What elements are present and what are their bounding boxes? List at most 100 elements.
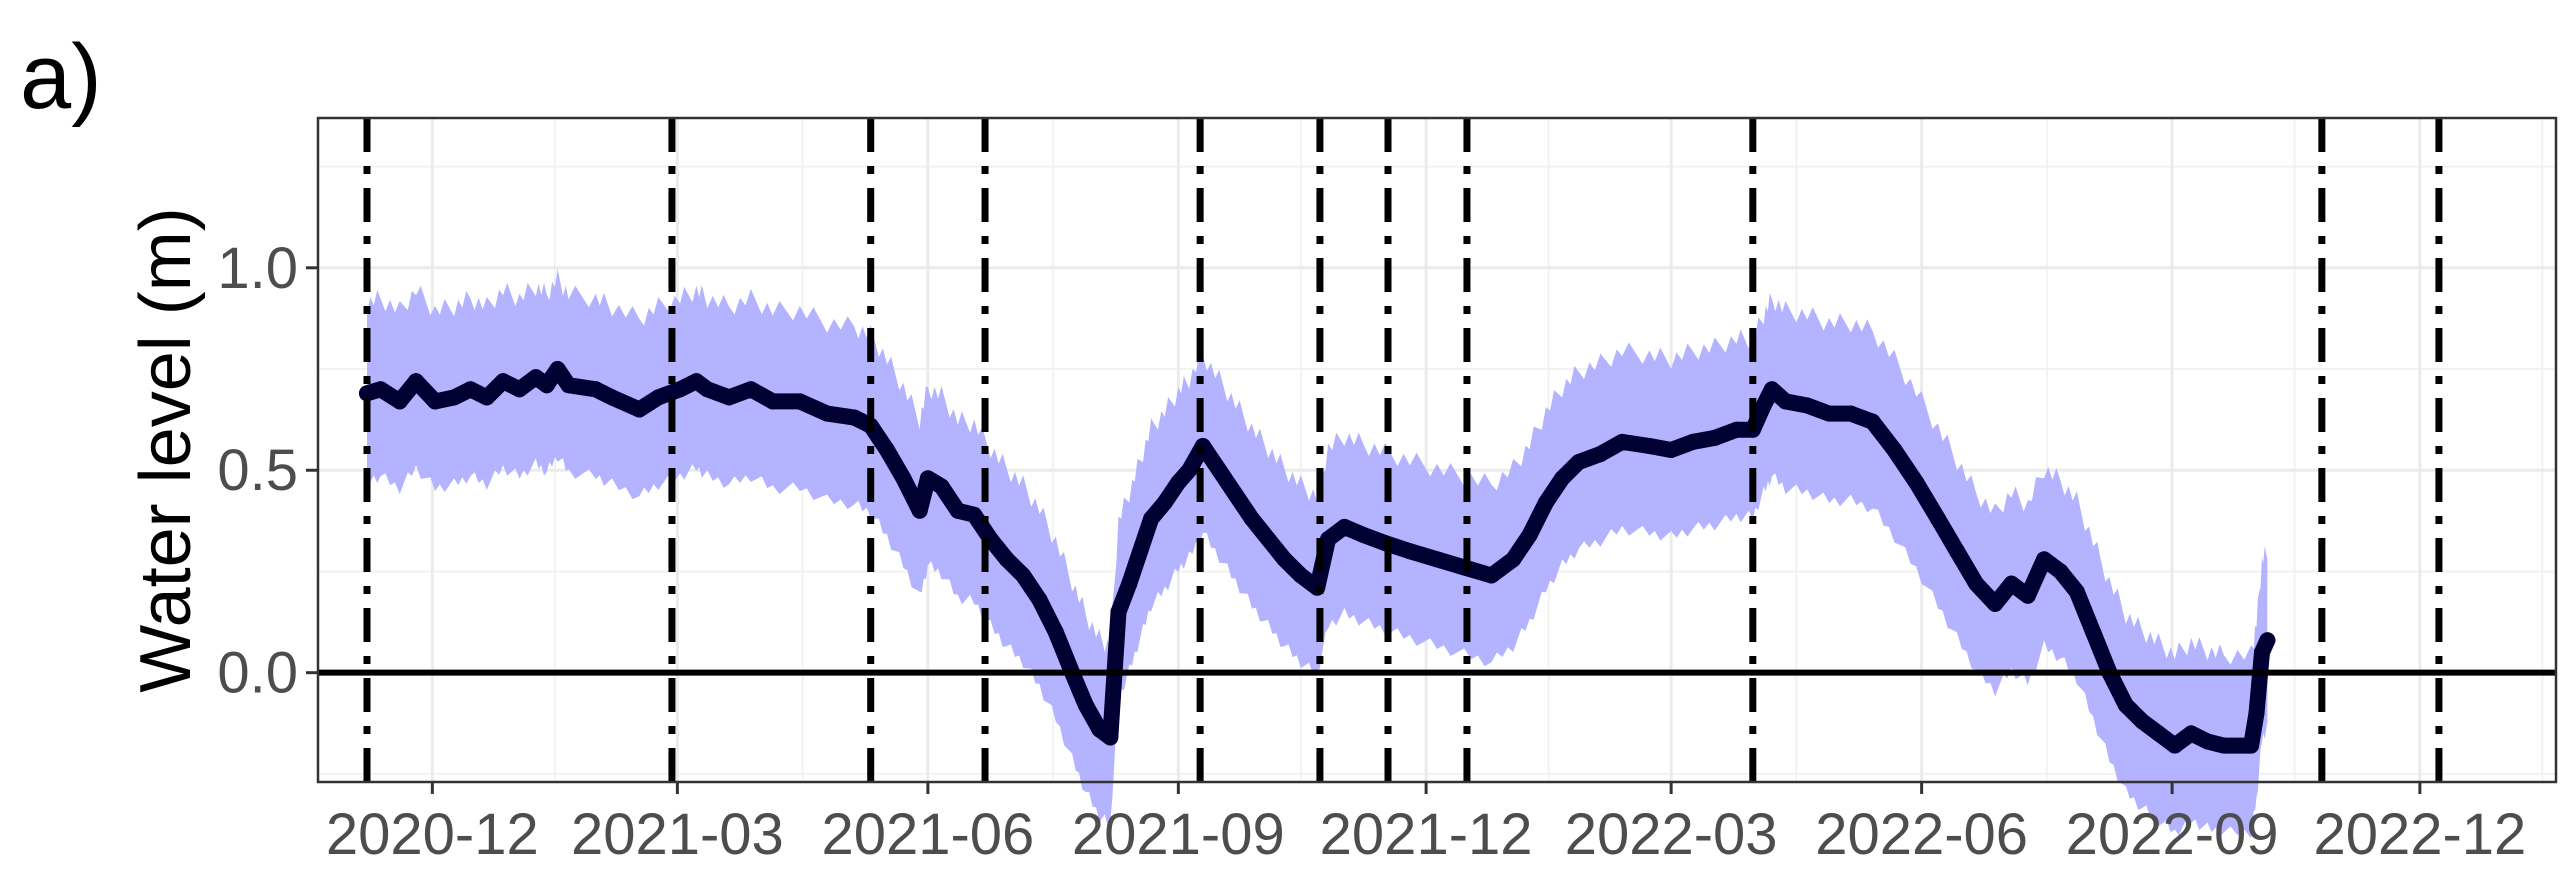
x-tick-label: 2022-06	[1815, 802, 2028, 867]
data-point	[1132, 543, 1149, 560]
data-point	[699, 381, 716, 398]
data-point	[1663, 442, 1680, 458]
data-point	[2215, 737, 2232, 754]
data-point	[1121, 575, 1138, 592]
y-tick-label: 1.0	[217, 236, 298, 301]
data-point	[2150, 725, 2167, 742]
x-tick-label: 2021-06	[821, 802, 1034, 867]
data-point	[1755, 397, 1772, 414]
x-axis: 2020-12 2021-03 2021-06 2021-09 2021-12 2022-…	[326, 782, 2526, 867]
y-tick-label: 0.5	[217, 438, 298, 503]
data-point	[1156, 494, 1173, 511]
data-point	[1886, 442, 1903, 458]
data-point	[2052, 563, 2069, 580]
x-tick-label: 2021-03	[571, 802, 784, 867]
panel-label: a)	[20, 26, 102, 128]
data-point	[495, 373, 512, 390]
data-point	[1987, 595, 2004, 612]
data-point	[1505, 551, 1522, 568]
data-point	[1570, 454, 1587, 471]
data-point	[2199, 733, 2216, 750]
data-point	[1908, 474, 1925, 491]
data-point	[604, 389, 621, 406]
data-point	[1015, 567, 1032, 584]
data-point	[1292, 567, 1309, 584]
data-point	[1227, 486, 1244, 503]
data-point	[2259, 632, 2276, 649]
data-point	[1181, 462, 1198, 479]
data-point	[933, 478, 950, 495]
data-point	[1031, 591, 1048, 608]
data-point	[1706, 429, 1723, 446]
data-point	[1355, 527, 1372, 544]
data-point	[1401, 543, 1418, 560]
data-point	[372, 381, 389, 398]
plot-border	[316, 116, 2558, 784]
data-point	[2019, 587, 2036, 604]
data-point	[2085, 624, 2102, 641]
x-tick-label: 2020-12	[326, 802, 539, 867]
data-point	[1336, 518, 1353, 535]
data-point	[462, 381, 479, 398]
data-point	[879, 442, 896, 458]
data-point	[2068, 583, 2085, 600]
y-tick-label: 0.0	[217, 641, 298, 706]
data-point	[1110, 603, 1127, 620]
data-point	[2036, 551, 2053, 568]
data-point	[2248, 705, 2265, 722]
x-tick-label: 2021-09	[1072, 802, 1285, 867]
data-point	[587, 381, 604, 398]
data-point	[2003, 575, 2020, 592]
data-point	[1091, 721, 1108, 738]
x-tick-label: 2021-12	[1320, 802, 1533, 867]
data-point	[631, 401, 648, 418]
data-point	[998, 551, 1015, 568]
data-point	[1929, 510, 1946, 527]
data-point	[791, 393, 808, 410]
data-point	[966, 506, 983, 523]
x-tick-label: 2022-12	[2313, 802, 2526, 867]
data-point	[688, 373, 705, 390]
data-point	[1842, 405, 1859, 422]
data-point	[1684, 433, 1701, 450]
data-point	[1728, 421, 1745, 438]
data-point	[391, 393, 408, 410]
data-point	[427, 393, 444, 410]
data-point	[538, 377, 555, 394]
data-point	[919, 470, 936, 487]
data-point	[1047, 624, 1064, 641]
data-point	[1260, 531, 1277, 548]
data-point	[2243, 737, 2260, 754]
data-point	[1554, 470, 1571, 487]
data-point	[1821, 405, 1838, 422]
data-point	[1077, 697, 1094, 714]
data-point	[478, 389, 495, 406]
data-point	[1143, 510, 1160, 527]
data-point	[949, 502, 966, 519]
data-point	[1763, 381, 1780, 398]
data-point	[721, 389, 738, 406]
data-point	[2117, 697, 2134, 714]
data-point	[359, 385, 376, 402]
x-tick-label: 2022-09	[2066, 802, 2279, 867]
data-point	[911, 502, 928, 519]
data-point	[895, 470, 912, 487]
data-point	[549, 361, 566, 378]
data-point	[1521, 527, 1538, 544]
data-point	[1483, 567, 1500, 584]
data-point	[1614, 433, 1631, 450]
data-point	[1641, 437, 1658, 454]
water-level-series	[359, 361, 2276, 754]
data-point	[1276, 551, 1293, 568]
data-point	[742, 381, 759, 398]
data-point	[1864, 413, 1881, 430]
data-point	[2253, 644, 2270, 661]
data-point	[650, 389, 667, 406]
data-point	[1592, 446, 1609, 463]
data-point	[1968, 575, 1985, 592]
data-point	[1102, 729, 1119, 746]
data-point	[2183, 725, 2200, 742]
data-point	[1777, 393, 1794, 410]
data-point	[560, 377, 577, 394]
